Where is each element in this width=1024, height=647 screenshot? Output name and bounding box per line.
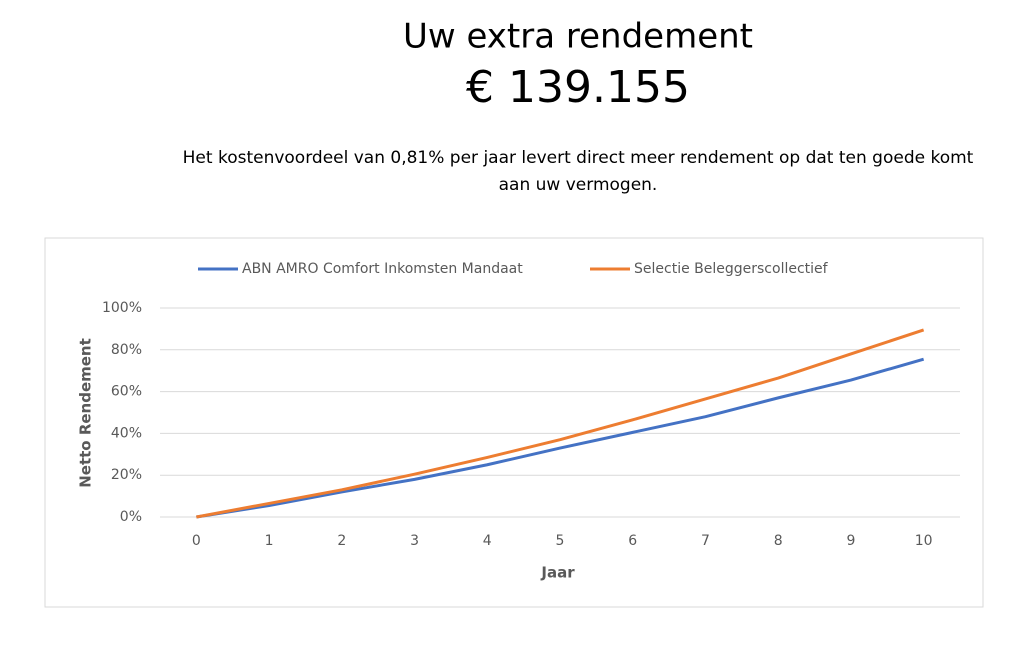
x-tick-label: 1 — [265, 533, 274, 549]
x-tick-label: 7 — [701, 533, 710, 549]
y-tick-label: 100% — [102, 300, 142, 316]
legend-label: Selectie Beleggerscollectief — [634, 261, 829, 277]
y-tick-label: 0% — [120, 509, 142, 525]
x-tick-label: 3 — [410, 533, 419, 549]
legend-label: ABN AMRO Comfort Inkomsten Mandaat — [242, 261, 523, 277]
x-tick-label: 8 — [774, 533, 783, 549]
x-tick-label: 4 — [483, 533, 492, 549]
y-tick-label: 60% — [111, 384, 142, 400]
line — [196, 357, 925, 519]
x-tick-label: 2 — [337, 533, 346, 549]
y-tick-label: 20% — [111, 467, 142, 483]
amount: € 139.155 — [466, 62, 690, 113]
y-tick-label: 80% — [111, 342, 142, 358]
x-tick-label: 5 — [556, 533, 565, 549]
y-tick-label: 40% — [111, 425, 142, 441]
x-tick-label: 9 — [846, 533, 855, 549]
x-tick-label: 0 — [192, 533, 201, 549]
y-axis-title: Netto Rendement — [77, 338, 95, 488]
description: Het kostenvoordeel van 0,81% per jaar le… — [183, 148, 974, 168]
chart-frame — [44, 237, 984, 608]
title: Uw extra rendement — [403, 17, 753, 57]
line — [196, 328, 925, 519]
x-tick-label: 10 — [915, 533, 933, 549]
x-tick-label: 6 — [628, 533, 637, 549]
x-axis-title: Jaar — [540, 564, 575, 582]
description: aan uw vermogen. — [499, 175, 658, 195]
